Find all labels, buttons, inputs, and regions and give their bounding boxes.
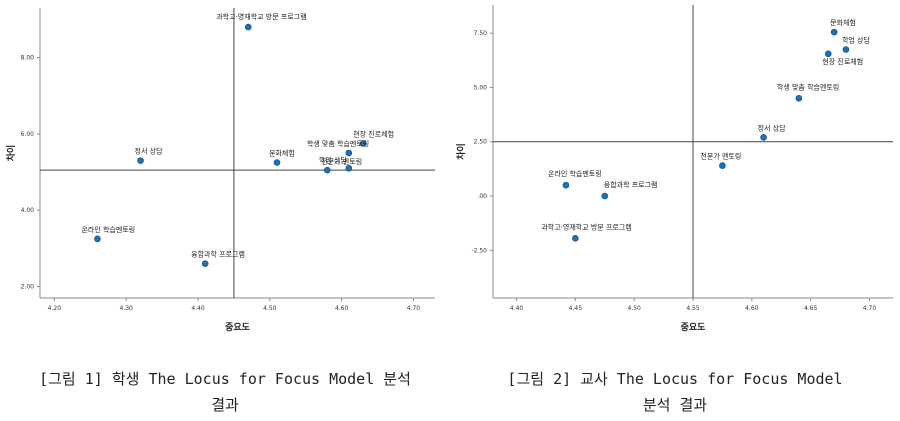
y-axis-title: 차이 bbox=[5, 145, 17, 162]
data-point-label: 온라인 학습멘토링 bbox=[81, 225, 135, 234]
y-tick-label: 2.50 bbox=[474, 139, 488, 146]
x-tick-label: 4.45 bbox=[569, 305, 583, 312]
y-axis-title: 차이 bbox=[455, 143, 467, 160]
data-point-label: 현장 진로체험 bbox=[353, 129, 394, 138]
data-point bbox=[137, 157, 144, 164]
data-point bbox=[760, 134, 767, 141]
data-point bbox=[719, 162, 726, 169]
y-tick-label: 2.00 bbox=[21, 284, 35, 291]
data-point bbox=[201, 260, 209, 267]
data-point-label: 문화체험 bbox=[269, 150, 295, 158]
data-point-label: 융합과학 프로그램 bbox=[604, 180, 658, 189]
x-tick-label: 4.30 bbox=[120, 305, 134, 312]
x-tick-label: 4.20 bbox=[48, 305, 62, 312]
x-tick-label: 4.40 bbox=[510, 305, 524, 312]
y-tick-label: 8.00 bbox=[21, 55, 35, 62]
data-point bbox=[94, 235, 101, 243]
data-point bbox=[323, 166, 331, 174]
x-tick-label: 4.60 bbox=[745, 305, 759, 312]
data-point-label: 현장 진로체험 bbox=[822, 57, 863, 66]
data-point-label: 문화체험 bbox=[830, 19, 856, 27]
chart-panel-teachers: 4.40 4.45 4.50 4.55 4.60 4.65 4.70 -2.50 .00 2.50… bbox=[450, 0, 900, 421]
data-point bbox=[345, 149, 353, 157]
data-point-label: 온라인 학습멘토링 bbox=[548, 169, 602, 178]
scatter-chart-teachers: 4.40 4.45 4.50 4.55 4.60 4.65 4.70 -2.50 .00 2.50… bbox=[455, 5, 893, 333]
x-tick-label: 4.40 bbox=[191, 305, 205, 312]
y-tick-label: 4.00 bbox=[21, 207, 35, 214]
data-point bbox=[572, 235, 579, 242]
data-point bbox=[795, 95, 803, 102]
figure-caption-2: [그림 2] 교사 The Locus for Focus Model 분석 결… bbox=[450, 366, 900, 418]
data-point-label: 과학고·영재학교 방문 프로그램 bbox=[541, 222, 631, 231]
x-tick-label: 4.55 bbox=[686, 305, 700, 312]
x-tick-label: 4.50 bbox=[627, 305, 641, 312]
y-tick-label: 5.00 bbox=[474, 84, 488, 91]
y-tick-label: 6.00 bbox=[21, 131, 35, 138]
data-point-label: 정서 상담 bbox=[758, 123, 787, 132]
data-point-label: 학생 맞춤 학습멘토링 bbox=[777, 82, 839, 91]
x-tick-label: 4.50 bbox=[263, 305, 277, 312]
x-tick-label: 4.70 bbox=[863, 305, 877, 312]
data-point bbox=[830, 28, 838, 36]
data-point-label: 전문가 멘토링 bbox=[321, 157, 362, 166]
data-point bbox=[562, 181, 570, 189]
data-point-label: 정서 상담 bbox=[135, 147, 164, 156]
figure-caption-1: [그림 1] 학생 The Locus for Focus Model 분석 결… bbox=[0, 366, 450, 418]
chart-panel-students: 4.20 4.30 4.40 4.50 4.60 4.70 2.00 4.00 6.00 8.00… bbox=[0, 8, 450, 418]
x-tick-label: 4.60 bbox=[335, 305, 349, 312]
data-point bbox=[273, 159, 281, 166]
caption-text: [그림 2] 교사 The Locus for Focus Model 분석 결… bbox=[507, 370, 843, 414]
data-point-label: 학업 상담 bbox=[319, 155, 348, 164]
data-point bbox=[359, 140, 367, 147]
y-tick-label: 7.50 bbox=[474, 30, 488, 37]
data-point bbox=[244, 23, 252, 31]
data-point bbox=[601, 192, 609, 200]
caption-text: [그림 1] 학생 The Locus for Focus Model 분석 결… bbox=[39, 370, 411, 414]
data-point bbox=[824, 50, 832, 58]
x-axis-title: 중요도 bbox=[681, 322, 707, 333]
data-point-label: 융합과학 프로그램 bbox=[191, 250, 245, 259]
data-point bbox=[345, 164, 353, 172]
y-tick-label: .00 bbox=[477, 193, 487, 200]
data-point-label: 학생 맞춤 학습멘토링 bbox=[307, 139, 369, 148]
scatter-chart-students: 4.20 4.30 4.40 4.50 4.60 4.70 2.00 4.00 6.00 8.00… bbox=[5, 8, 435, 333]
x-tick-label: 4.70 bbox=[407, 305, 421, 312]
x-tick-label: 4.65 bbox=[804, 305, 818, 312]
y-tick-label: -2.50 bbox=[471, 247, 487, 254]
data-point-label: 전문가 멘토링 bbox=[700, 152, 741, 161]
data-point-label: 학업 상담 bbox=[842, 35, 871, 44]
x-axis-title: 중요도 bbox=[225, 322, 251, 333]
data-point-label: 과학고·영재학교 방문 프로그램 bbox=[216, 12, 306, 21]
data-point bbox=[842, 46, 850, 53]
